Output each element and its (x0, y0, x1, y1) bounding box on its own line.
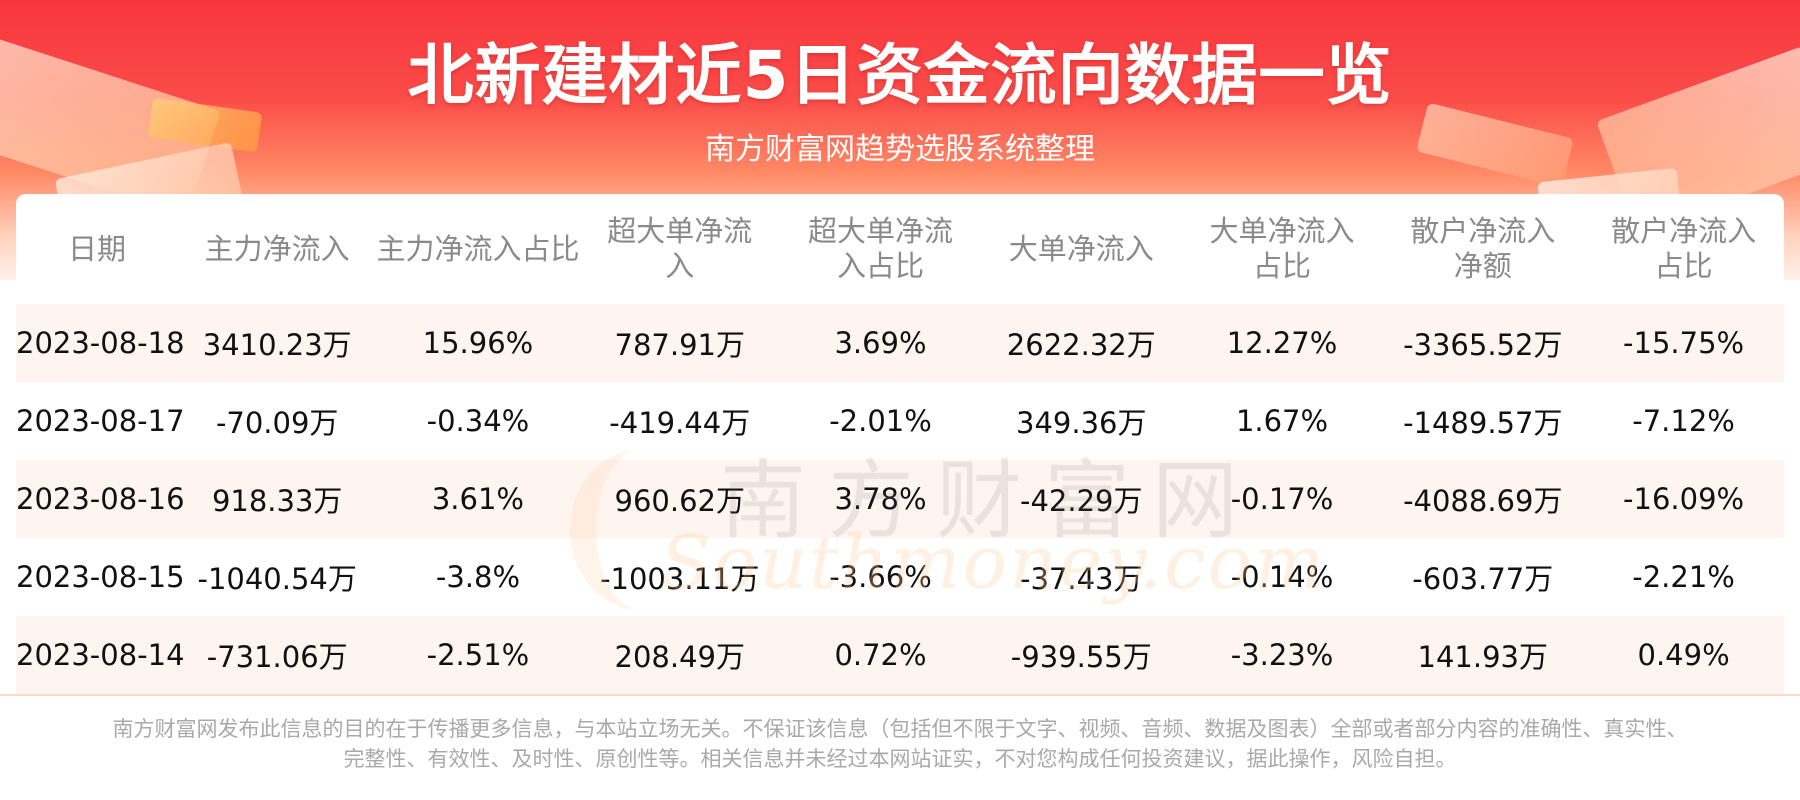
table-cell: -939.55万 (980, 616, 1182, 694)
table-cell: 3.69% (780, 304, 981, 382)
table-cell: -4088.69万 (1382, 460, 1584, 538)
table-cell: 960.62万 (579, 460, 781, 538)
page-title: 北新建材近5日资金流向数据一览 (407, 37, 1393, 114)
disclaimer-line-2: 完整性、有效性、及时性、原创性等。相关信息并未经过本网站证实，不对您构成任何投资… (343, 747, 1457, 771)
table-cell: -42.29万 (980, 460, 1182, 538)
table-cell: -2.01% (829, 404, 932, 438)
table-cell: 3.61% (376, 460, 580, 538)
table-cell: 0.49% (1583, 616, 1784, 694)
table-row: 2023-08-17 -70.09万 -0.34% -419.44万 -2.01… (16, 382, 1784, 460)
table-row: 2023-08-14 -731.06万 -2.51% 208.49万 0.72%… (16, 616, 1784, 694)
table-cell: 15.96% (376, 304, 580, 382)
table-cell: 349.36万 (1016, 406, 1147, 440)
date-cell: 2023-08-15 (16, 560, 185, 594)
table-cell: -0.17% (1181, 460, 1383, 538)
table-cell: -0.34% (426, 404, 530, 438)
table-cell: -1003.11万 (600, 562, 760, 596)
table-row: 2023-08-18 3410.23万 15.96% 787.91万 3.69%… (16, 304, 1784, 382)
table-row: 2023-08-15 -1040.54万 -3.8% -1003.11万 -3.… (16, 538, 1784, 616)
table-cell: -37.43万 (1020, 562, 1143, 596)
date-cell: 2023-08-14 (16, 616, 185, 694)
column-header: 散户净流入占比 (1611, 214, 1757, 283)
table-cell: -2.21% (1632, 560, 1735, 594)
column-header: 超大单净流入 (607, 214, 753, 283)
table-cell: -731.06万 (177, 616, 377, 694)
table-header-row: 日期 主力净流入 主力净流入占比 超大单净流入 超大单净流入占比 大单净流入 大… (16, 194, 1784, 304)
fund-flow-table: 日期 主力净流入 主力净流入占比 超大单净流入 超大单净流入占比 大单净流入 大… (16, 194, 1784, 694)
column-header: 主力净流入 (204, 231, 350, 266)
table-cell: -419.44万 (609, 406, 751, 440)
column-header: 大单净流入占比 (1209, 214, 1355, 283)
table-cell: 0.72% (780, 616, 981, 694)
table-cell: 12.27% (1181, 304, 1383, 382)
table-cell: -3365.52万 (1382, 304, 1584, 382)
table-cell: 2622.32万 (980, 304, 1182, 382)
disclaimer-footer: 南方财富网发布此信息的目的在于传播更多信息，与本站立场无关。不保证该信息（包括但… (60, 714, 1740, 774)
table-row: 2023-08-16 918.33万 3.61% 960.62万 3.78% -… (16, 460, 1784, 538)
table-cell: -3.23% (1181, 616, 1383, 694)
table-cell: 3.78% (780, 460, 981, 538)
table-cell: -3.66% (829, 560, 932, 594)
page-subtitle: 南方财富网趋势选股系统整理 (705, 132, 1095, 167)
table-cell: 208.49万 (579, 616, 781, 694)
table-cell: 787.91万 (579, 304, 781, 382)
table-cell: -7.12% (1632, 404, 1735, 438)
column-header: 超大单净流入占比 (808, 214, 954, 283)
table-cell: -1489.57万 (1403, 406, 1563, 440)
table-cell: -603.77万 (1412, 562, 1554, 596)
footer-divider (0, 694, 1800, 696)
table-cell: 918.33万 (177, 460, 377, 538)
table-cell: -1040.54万 (197, 562, 357, 596)
table-cell: -3.8% (435, 560, 520, 594)
table-cell: -70.09万 (215, 406, 339, 440)
column-header: 日期 (67, 231, 126, 266)
disclaimer-line-1: 南方财富网发布此信息的目的在于传播更多信息，与本站立场无关。不保证该信息（包括但… (112, 717, 1688, 741)
table-cell: 1.67% (1235, 404, 1329, 438)
table-cell: -15.75% (1583, 304, 1784, 382)
table-cell: -16.09% (1583, 460, 1784, 538)
table-cell: 141.93万 (1382, 616, 1584, 694)
column-header: 散户净流入净额 (1410, 214, 1556, 283)
table-cell: -0.14% (1230, 560, 1334, 594)
column-header: 主力净流入占比 (376, 231, 580, 266)
table-cell: -2.51% (376, 616, 580, 694)
date-cell: 2023-08-17 (16, 404, 185, 438)
table-cell: 3410.23万 (177, 304, 377, 382)
date-cell: 2023-08-18 (16, 304, 185, 382)
column-header: 大单净流入 (1008, 231, 1154, 266)
date-cell: 2023-08-16 (16, 460, 185, 538)
